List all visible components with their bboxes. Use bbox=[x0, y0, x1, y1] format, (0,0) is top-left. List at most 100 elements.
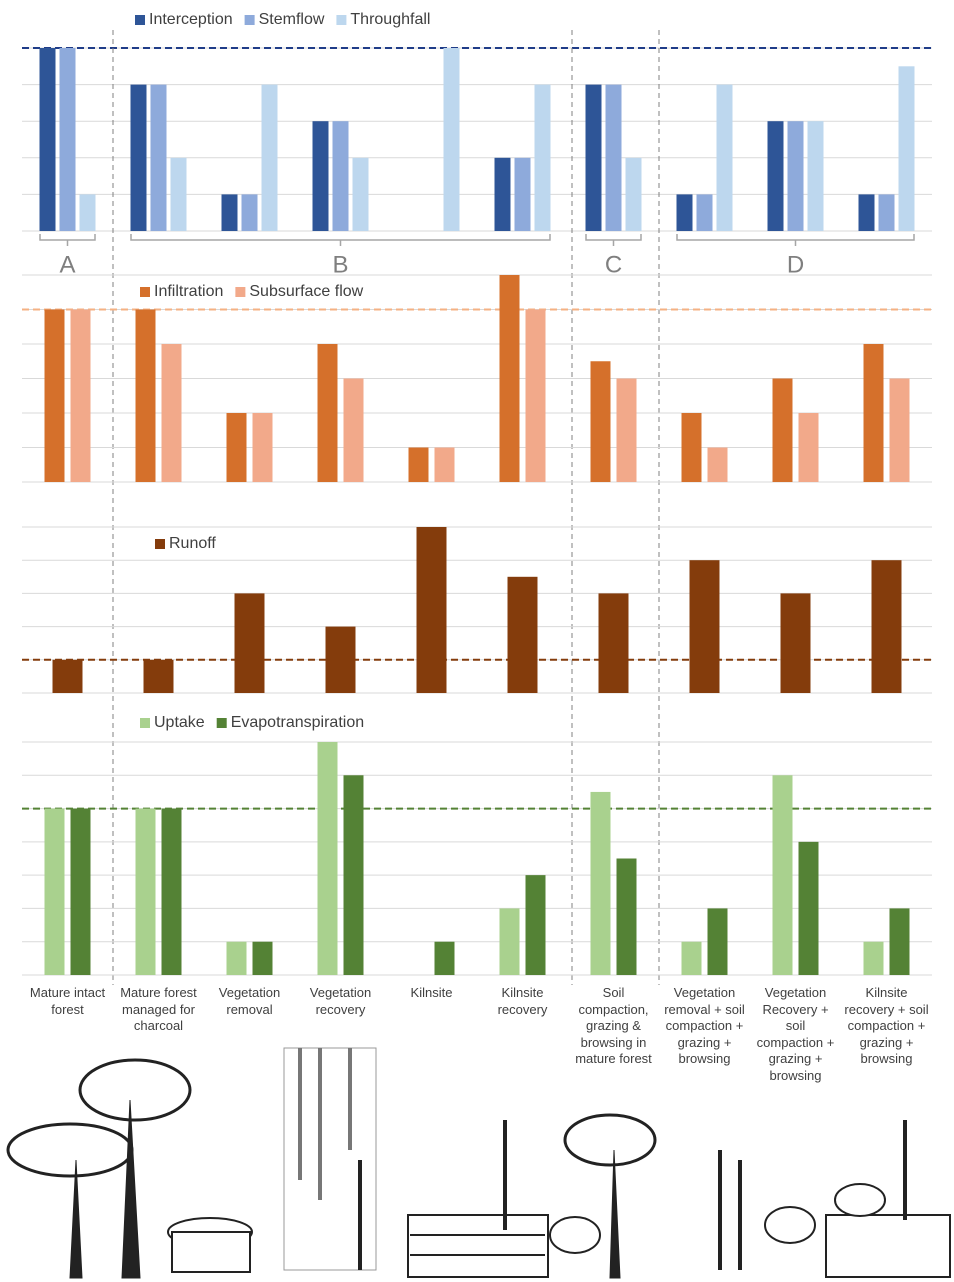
bar bbox=[689, 560, 720, 693]
bar bbox=[408, 447, 429, 482]
bar bbox=[317, 742, 338, 975]
bar bbox=[161, 808, 182, 975]
legend-label: Runoff bbox=[169, 535, 216, 552]
bar bbox=[772, 378, 793, 482]
bar bbox=[798, 413, 819, 482]
bar bbox=[234, 593, 265, 693]
bar bbox=[226, 941, 247, 975]
bar bbox=[514, 157, 531, 231]
bar bbox=[767, 121, 784, 231]
bar bbox=[889, 908, 910, 975]
bar bbox=[681, 413, 702, 482]
legend-swatch bbox=[216, 718, 227, 728]
bar bbox=[332, 121, 349, 231]
bar bbox=[507, 576, 538, 693]
x-tick-label: Mature intact forest bbox=[29, 985, 106, 1017]
bar bbox=[787, 121, 804, 231]
legend-swatch bbox=[336, 15, 347, 25]
bar bbox=[707, 447, 728, 482]
bar bbox=[707, 908, 728, 975]
x-tick-label: Kilnsite recovery + soil compaction + gr… bbox=[844, 985, 929, 1066]
x-tick-label: Soil compaction, grazing & browsing in m… bbox=[575, 985, 652, 1066]
legend-swatch bbox=[235, 287, 246, 297]
bar bbox=[135, 808, 156, 975]
legend-label: Subsurface flow bbox=[249, 283, 363, 300]
bar bbox=[252, 941, 273, 975]
bar bbox=[317, 344, 338, 482]
bar bbox=[681, 941, 702, 975]
legend-label: Uptake bbox=[154, 714, 205, 731]
bar bbox=[525, 875, 546, 975]
bar bbox=[79, 194, 96, 231]
group-label: A bbox=[59, 251, 75, 278]
bar bbox=[605, 84, 622, 231]
bar bbox=[616, 858, 637, 975]
group-label: D bbox=[787, 251, 804, 278]
legend-swatch bbox=[155, 539, 165, 549]
legend-swatch bbox=[135, 15, 145, 25]
x-tick-label: Vegetation removal + soil compaction + g… bbox=[664, 985, 745, 1066]
legend-label: Infiltration bbox=[154, 283, 223, 300]
bar bbox=[352, 157, 369, 231]
bar bbox=[716, 84, 733, 231]
bar bbox=[226, 413, 247, 482]
bar bbox=[534, 84, 551, 231]
bar bbox=[898, 66, 915, 231]
bar bbox=[585, 84, 602, 231]
legend-label: Throughfall bbox=[350, 11, 430, 28]
bar bbox=[343, 378, 364, 482]
bar bbox=[130, 84, 147, 231]
bar bbox=[696, 194, 713, 231]
bar bbox=[807, 121, 824, 231]
bar bbox=[252, 413, 273, 482]
legend-swatch bbox=[140, 718, 150, 728]
bar bbox=[261, 84, 278, 231]
bar bbox=[434, 447, 455, 482]
group-bracket bbox=[130, 234, 551, 246]
bar bbox=[878, 194, 895, 231]
bar bbox=[39, 48, 56, 231]
bar bbox=[70, 309, 91, 482]
group-label: C bbox=[605, 251, 622, 278]
bar bbox=[161, 344, 182, 482]
legend-label: Evapotranspiration bbox=[231, 714, 364, 731]
bar bbox=[170, 157, 187, 231]
bar bbox=[434, 941, 455, 975]
bar bbox=[590, 361, 611, 482]
bar bbox=[143, 659, 174, 693]
bar bbox=[241, 194, 258, 231]
bar bbox=[52, 659, 83, 693]
bar bbox=[780, 593, 811, 693]
illustrations bbox=[0, 1047, 954, 1282]
group-bracket bbox=[585, 234, 642, 246]
bar bbox=[44, 808, 65, 975]
bar bbox=[150, 84, 167, 231]
bar bbox=[70, 808, 91, 975]
bar bbox=[625, 157, 642, 231]
bar bbox=[135, 309, 156, 482]
group-bracket bbox=[39, 234, 96, 246]
bar bbox=[616, 378, 637, 482]
bar bbox=[598, 593, 629, 693]
x-tick-label: Kilnsite bbox=[410, 985, 453, 1000]
legend-swatch bbox=[244, 15, 255, 25]
bar bbox=[871, 560, 902, 693]
bar bbox=[858, 194, 875, 231]
x-tick-label: Kilnsite recovery bbox=[497, 985, 548, 1017]
bar bbox=[443, 48, 460, 231]
x-tick-label: Mature forest managed for charcoal bbox=[120, 985, 197, 1033]
bar bbox=[863, 344, 884, 482]
bar bbox=[44, 309, 65, 482]
bar bbox=[416, 527, 447, 693]
bar bbox=[312, 121, 329, 231]
group-bracket bbox=[676, 234, 915, 246]
bar bbox=[494, 157, 511, 231]
group-label: B bbox=[332, 251, 348, 278]
bar bbox=[676, 194, 693, 231]
bar bbox=[221, 194, 238, 231]
bar bbox=[590, 791, 611, 975]
bar bbox=[772, 775, 793, 975]
bar bbox=[798, 841, 819, 975]
bar bbox=[525, 309, 546, 482]
